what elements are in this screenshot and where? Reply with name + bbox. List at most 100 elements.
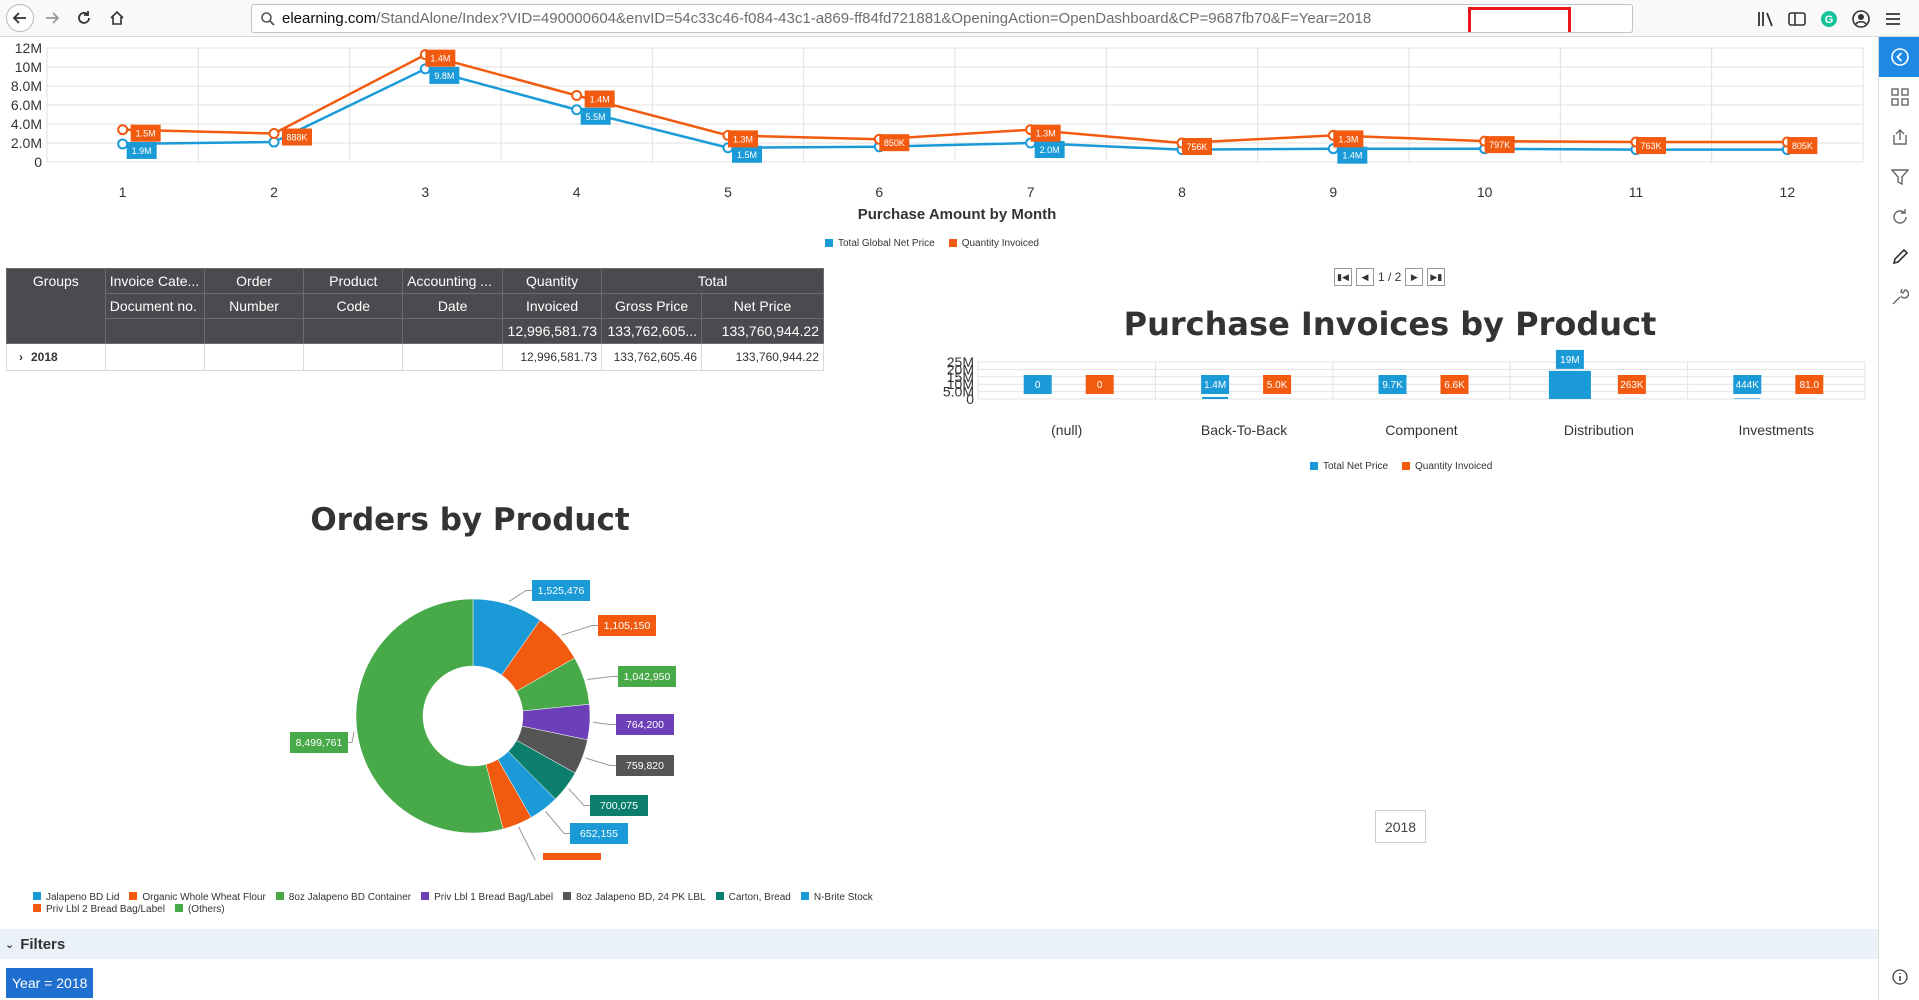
data-label-box — [130, 124, 161, 142]
y-tick-label: 5.0M — [943, 384, 974, 400]
data-label: 797K — [1489, 140, 1510, 150]
data-label-box — [282, 128, 312, 146]
donut-legend-item[interactable]: Priv Lbl 1 Bread Bag/Label — [421, 892, 553, 903]
data-label: 1.4M — [1342, 151, 1362, 161]
bar-label: 0 — [1035, 380, 1041, 391]
leader-line — [508, 590, 532, 602]
sidebar-toggle-icon[interactable] — [1786, 8, 1808, 30]
chevron-left-circle-icon — [1890, 48, 1909, 66]
slice-label: 1,042,950 — [624, 671, 671, 683]
bar-label-box — [1555, 349, 1584, 369]
page-indicator: 1 / 2 — [1378, 270, 1402, 284]
donut-legend-item[interactable]: 8oz Jalapeno BD, 24 PK LBL — [563, 892, 706, 903]
data-label-box — [1787, 137, 1818, 155]
x-tick-label: 3 — [421, 184, 429, 200]
address-bar[interactable]: elearning.com/StandAlone/Index?VID=49000… — [251, 4, 1633, 33]
grid-layout-button[interactable] — [1879, 77, 1919, 117]
legend-item-net-price[interactable]: Total Global Net Price — [825, 238, 935, 249]
donut-legend-item[interactable]: N-Brite Stock — [800, 892, 873, 903]
col-gross-price[interactable]: Gross Price — [601, 293, 703, 319]
data-label-box — [429, 66, 460, 84]
filters-panel-header[interactable]: ⌄ Filters — [0, 929, 1878, 959]
chevron-right-icon[interactable]: › — [19, 350, 23, 364]
account-icon[interactable] — [1850, 8, 1872, 30]
legend-item-qty[interactable]: Quantity Invoiced — [948, 238, 1039, 249]
url-highlight-box — [1468, 7, 1571, 32]
home-button[interactable] — [103, 4, 131, 32]
donut-legend-item[interactable]: 8oz Jalapeno BD Container — [275, 892, 411, 903]
legend-item-qty-invoiced[interactable]: Quantity Invoiced — [1402, 461, 1492, 472]
y-tick-label: 0 — [34, 154, 42, 170]
forward-button[interactable] — [38, 4, 66, 32]
bar-label: 5.0K — [1267, 380, 1288, 391]
leader-line — [592, 721, 616, 725]
col-net-price[interactable]: Net Price — [701, 293, 824, 319]
donut-legend-item[interactable]: (Others) — [174, 904, 225, 915]
leader-line — [568, 788, 590, 806]
edit-button[interactable] — [1879, 237, 1919, 277]
info-button[interactable] — [1879, 957, 1919, 997]
col-product-code-2[interactable]: Code — [303, 293, 404, 319]
data-label: 2.0M — [1040, 145, 1060, 155]
first-page-button[interactable]: ▮◀ — [1334, 268, 1352, 286]
prev-page-button[interactable]: ◀ — [1356, 268, 1374, 286]
legend-item-total-net[interactable]: Total Net Price — [1310, 461, 1388, 472]
bar — [1548, 370, 1591, 399]
prev-page-icon: ◀ — [1361, 271, 1369, 282]
slice-label: 8,499,761 — [296, 737, 343, 749]
data-label-box — [1337, 146, 1368, 164]
invoice-pivot-table: Groups Invoice Cate... Order Product Acc… — [6, 268, 824, 371]
col-accounting-date-2[interactable]: Date — [402, 293, 504, 319]
legend-label: Jalapeno BD Lid — [46, 892, 120, 903]
library-icon[interactable] — [1755, 8, 1777, 30]
data-label-box — [1182, 138, 1212, 155]
total-net: 133,760,944.22 — [701, 318, 824, 344]
donut-legend-item[interactable]: Jalapeno BD Lid — [33, 892, 119, 903]
bar — [1734, 398, 1761, 399]
hamburger-menu-icon[interactable] — [1882, 8, 1904, 30]
year-slicer[interactable]: 2018 — [1375, 810, 1426, 843]
data-label-box — [728, 130, 758, 148]
next-page-button[interactable]: ▶ — [1405, 268, 1424, 286]
donut-legend-item[interactable]: Priv Lbl 2 Bread Bag/Label — [33, 904, 165, 915]
legend-swatch — [800, 892, 809, 900]
dashboard-tool-rail — [1878, 37, 1919, 1000]
col-order-number-2[interactable]: Number — [203, 293, 305, 319]
donut-legend-item[interactable]: Carton, Bread — [715, 892, 791, 903]
home-icon — [110, 10, 124, 25]
first-page-icon: ▮◀ — [1337, 271, 1349, 282]
table-row[interactable]: › 2018 12,996,581.73 133,762,605.46 133,7… — [6, 343, 824, 371]
url-path: /StandAlone/Index?VID=490000604&envID=54… — [376, 10, 1372, 27]
data-label-box — [879, 134, 910, 152]
legend-swatch — [563, 892, 572, 900]
legend-swatch — [715, 892, 724, 900]
reload-button[interactable] — [70, 4, 98, 32]
next-page-icon: ▶ — [1410, 271, 1418, 282]
refresh-button[interactable] — [1879, 197, 1919, 237]
bar-label-box — [1263, 375, 1292, 394]
col-quantity-invoiced[interactable]: Invoiced — [502, 293, 603, 319]
col-document-no[interactable]: Document no. — [104, 293, 205, 319]
last-page-button[interactable]: ▶▮ — [1427, 268, 1446, 286]
donut-legend-item[interactable]: Organic Whole Wheat Flour — [129, 892, 266, 903]
col-invoice-category[interactable]: Invoice Cate... — [104, 268, 205, 294]
url-domain: elearning.com — [282, 10, 377, 27]
col-accounting-date[interactable]: Accounting ... — [402, 268, 504, 294]
filter-chip-year[interactable]: Year = 2018 — [6, 968, 94, 998]
col-groups[interactable]: Groups — [6, 268, 106, 344]
col-total[interactable]: Total — [601, 268, 824, 294]
grammarly-icon[interactable]: G — [1818, 8, 1840, 30]
settings-tool-button[interactable] — [1879, 277, 1919, 317]
filter-button[interactable] — [1879, 157, 1919, 197]
col-quantity[interactable]: Quantity — [502, 268, 603, 294]
export-button[interactable] — [1879, 117, 1919, 157]
back-button[interactable] — [6, 4, 34, 32]
pencil-icon — [1892, 248, 1908, 265]
chevron-down-icon: ⌄ — [5, 938, 15, 951]
legend-label: (Others) — [187, 904, 225, 915]
col-order-number[interactable]: Order — [203, 268, 305, 294]
row-group-cell[interactable]: › 2018 — [6, 343, 106, 371]
leader-line — [587, 676, 618, 680]
col-product-code[interactable]: Product — [303, 268, 404, 294]
collapse-rail-button[interactable] — [1879, 37, 1919, 77]
